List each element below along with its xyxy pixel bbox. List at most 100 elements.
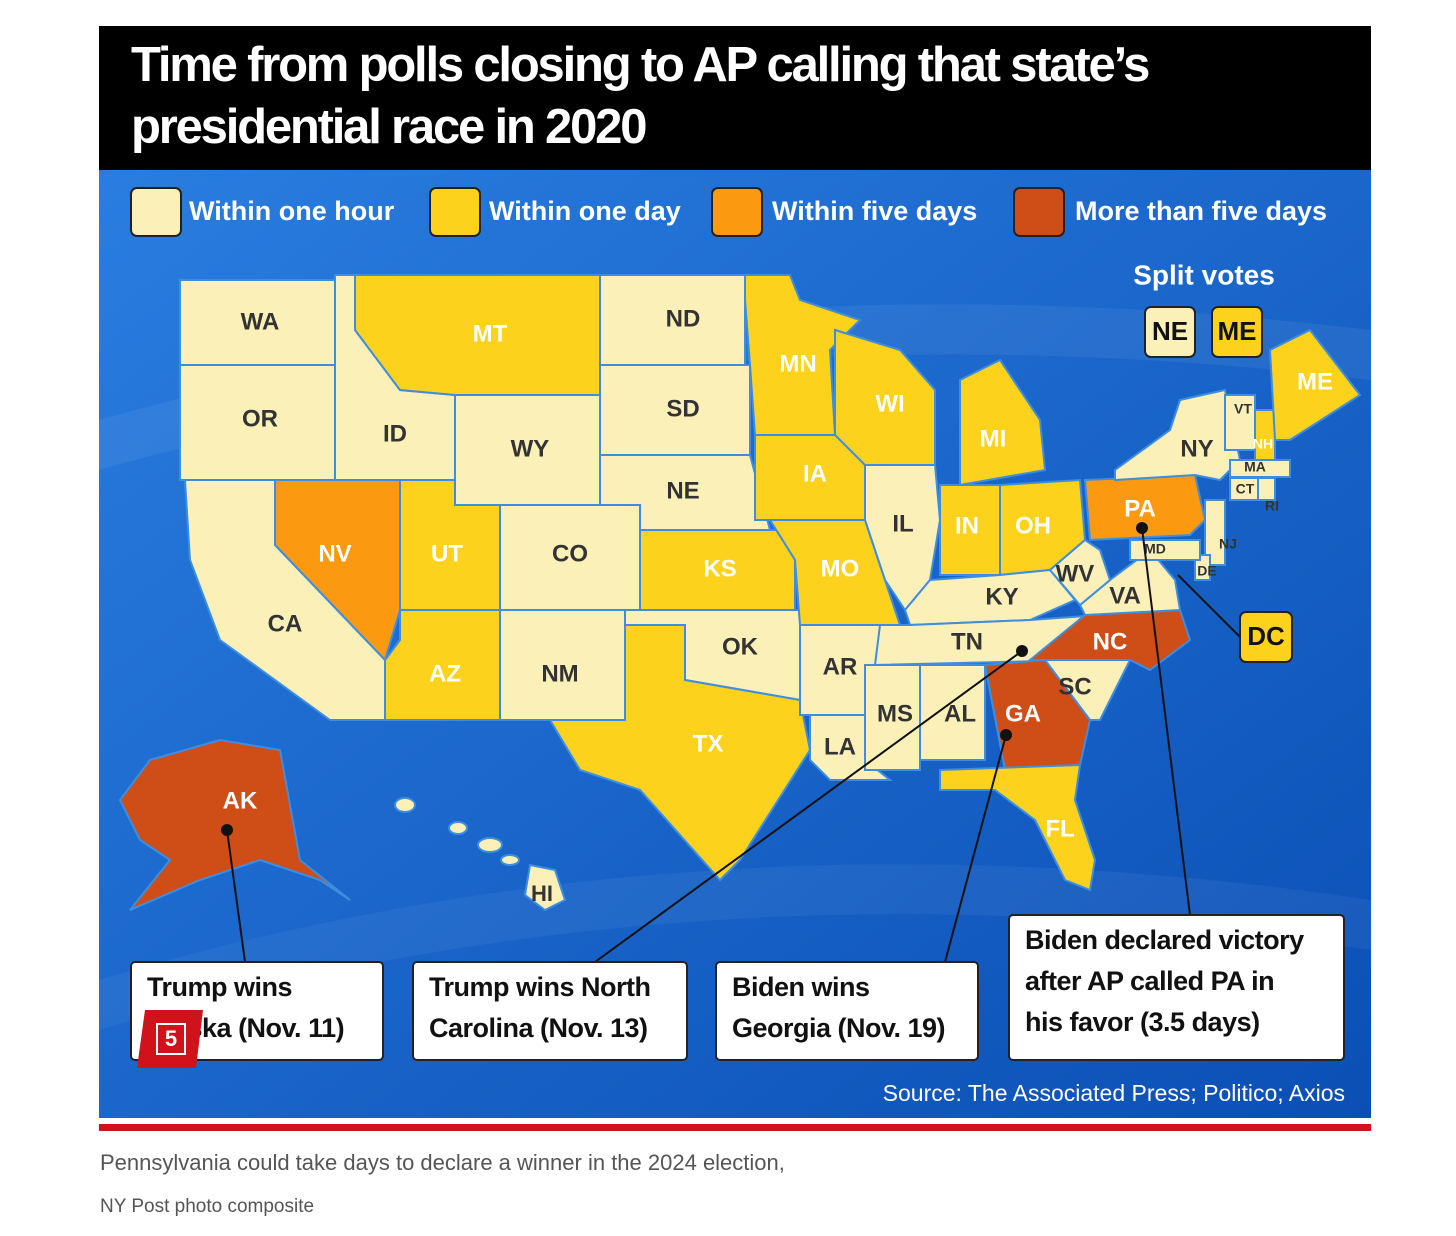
state: [1268, 328, 1362, 441]
callout-box: [715, 961, 979, 1061]
state: [1048, 538, 1112, 607]
state-label: CT: [1236, 481, 1255, 497]
split-vote-box: [1211, 306, 1263, 358]
state-label: ND: [666, 305, 701, 332]
credit: NY Post photo composite: [100, 1196, 315, 1217]
callout-dot: [1136, 522, 1148, 534]
callout-box: [412, 961, 688, 1061]
state-label: LA: [824, 733, 856, 760]
callout-dot: [1016, 645, 1028, 657]
state: [1194, 554, 1211, 581]
state-label: ME: [1297, 368, 1333, 395]
legend-swatch: [130, 187, 182, 237]
callout-leader: [594, 650, 1023, 963]
island: [500, 854, 520, 866]
state-label: SC: [1058, 673, 1091, 700]
split-vote-box: [1144, 306, 1196, 358]
state-label: UT: [431, 540, 463, 567]
state-label: WA: [241, 308, 280, 335]
legend-swatch: [711, 187, 763, 237]
stripe: [99, 864, 1371, 1030]
state-label: NM: [541, 660, 578, 687]
state-label: AR: [823, 653, 858, 680]
callout-dot: [221, 824, 233, 836]
state-label: WI: [875, 390, 904, 417]
legend-swatch: [1013, 187, 1065, 237]
state: [1229, 459, 1291, 478]
split-votes-title: Split votes: [1133, 259, 1275, 290]
badge: [137, 1010, 203, 1068]
state: [1129, 539, 1201, 561]
state: [939, 763, 1097, 892]
state: [864, 664, 921, 771]
state-label: RI: [1265, 498, 1279, 514]
dc-label: DC: [1247, 621, 1285, 651]
state-label: CO: [552, 540, 588, 567]
state-label: MT: [473, 320, 508, 347]
state-label: MS: [877, 700, 913, 727]
split-vote-label: ME: [1218, 316, 1257, 346]
island: [448, 821, 468, 835]
state-label: NY: [1180, 435, 1213, 462]
callout-text: Trump wins: [147, 972, 292, 1002]
caption: Pennsylvania could take days to declare …: [100, 1150, 785, 1175]
dc-box: [1239, 611, 1293, 663]
badge-frame: [156, 1023, 186, 1055]
state-label: IL: [892, 510, 913, 537]
state-label: KY: [985, 583, 1018, 610]
legend-label: Within one hour: [189, 196, 395, 226]
rule: [99, 1124, 1371, 1131]
title: Time from polls closing to AP calling th…: [131, 38, 1150, 154]
state-label: VA: [1109, 582, 1141, 609]
stripe: [99, 304, 1371, 470]
state-label: MO: [821, 555, 860, 582]
state: [744, 274, 862, 436]
state-label: NJ: [1219, 536, 1237, 552]
callout-box: [1008, 914, 1345, 1061]
callout-dot: [1000, 729, 1012, 741]
state-label: ID: [383, 420, 407, 447]
split-vote-label: NE: [1152, 316, 1188, 346]
state: [959, 358, 1047, 487]
state: [548, 624, 812, 882]
title-band: [99, 26, 1371, 171]
callout-text: his favor (3.5 days): [1025, 1007, 1260, 1037]
state-label: NC: [1093, 628, 1128, 655]
state-label: HI: [531, 881, 553, 906]
dc-leader: [1177, 574, 1241, 638]
state-label: SD: [666, 395, 699, 422]
state: [118, 738, 351, 911]
state-label: NV: [318, 540, 351, 567]
state-label: IA: [803, 460, 827, 487]
state-label: AZ: [429, 660, 461, 687]
state: [1257, 477, 1276, 501]
callout-text: Biden wins: [732, 972, 870, 1002]
state-label: OK: [722, 633, 759, 660]
state-label: WY: [511, 435, 550, 462]
state-label: FL: [1045, 815, 1074, 842]
state-label: NE: [666, 477, 699, 504]
state-label: IN: [955, 512, 979, 539]
state-label: TN: [951, 628, 983, 655]
state-label: AK: [223, 787, 258, 814]
badge-number: 5: [165, 1026, 177, 1051]
callout-text: Carolina (Nov. 13): [429, 1013, 648, 1043]
state-label: VT: [1234, 401, 1252, 417]
state-label: OH: [1015, 512, 1051, 539]
source: Source: The Associated Press; Politico; …: [883, 1080, 1345, 1106]
state-label: MI: [980, 425, 1007, 452]
island: [394, 797, 416, 813]
state-label: DE: [1197, 563, 1216, 579]
callout-text: Biden declared victory: [1025, 925, 1304, 955]
state: [1204, 499, 1226, 566]
state-label: NH: [1253, 436, 1273, 452]
callout-leader: [944, 734, 1007, 963]
state-label: OR: [242, 405, 278, 432]
callout-text: Trump wins North: [429, 972, 651, 1002]
state: [523, 863, 567, 912]
state-label: KS: [703, 555, 736, 582]
state-label: MA: [1244, 459, 1266, 475]
legend-label: Within five days: [772, 196, 977, 226]
state-label: GA: [1005, 700, 1041, 727]
